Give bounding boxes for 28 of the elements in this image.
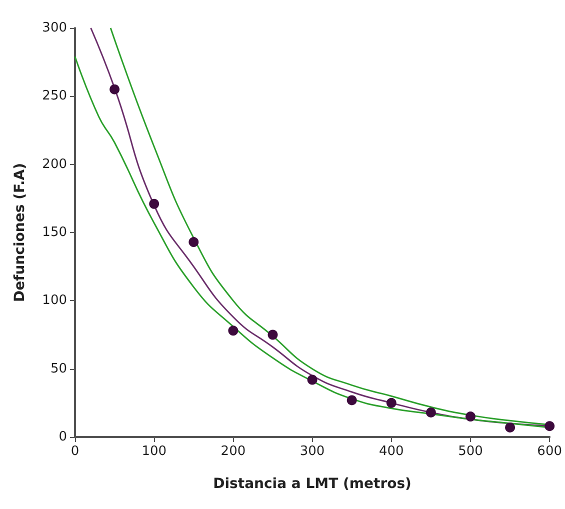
y-tick-label: 200 (42, 156, 67, 172)
point (228, 326, 238, 336)
y-tick-label: 0 (58, 430, 67, 444)
point (544, 421, 555, 432)
y-tick-label: 300 (42, 20, 67, 36)
point (426, 407, 436, 418)
point (188, 237, 199, 248)
point (505, 422, 516, 432)
y-tick-label: 250 (42, 88, 67, 104)
x-tick-label: 0 (70, 444, 80, 459)
x-tick-label: 400 (378, 444, 404, 459)
point (149, 198, 160, 209)
x-tick-label: 300 (300, 444, 325, 459)
y-tick-label: 150 (42, 225, 67, 240)
point (346, 395, 357, 406)
x-tick-label: 200 (220, 444, 246, 459)
y-tick-label: 50 (50, 361, 67, 376)
point (386, 398, 396, 408)
y-tick-label: 100 (42, 293, 67, 308)
x-tick-label: 500 (458, 444, 483, 459)
x-tick-label: 600 (537, 444, 562, 459)
y-axis-title: Defunciones (F.A) (12, 163, 28, 302)
point (268, 330, 278, 340)
x-axis-title: Distancia a LMT (metros) (213, 476, 412, 492)
x-tick-label: 100 (142, 444, 167, 459)
point (307, 374, 318, 385)
point (466, 412, 476, 422)
point (110, 84, 120, 94)
